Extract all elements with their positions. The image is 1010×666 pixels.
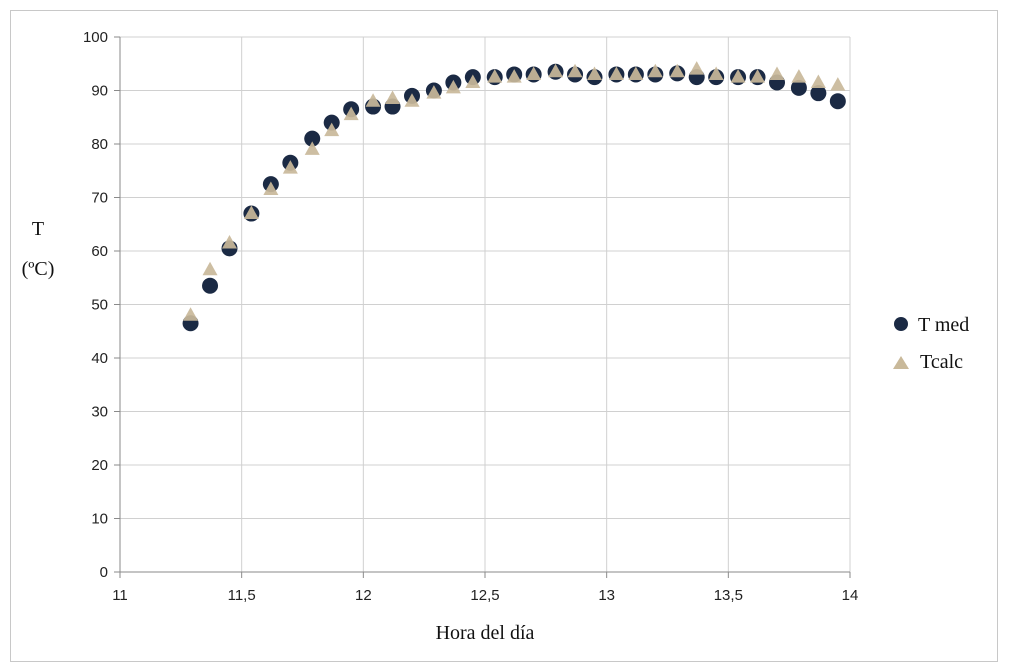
y-tick-label: 40	[91, 350, 108, 367]
data-point-tcalc	[750, 69, 766, 83]
legend-label-t-med: T med	[918, 314, 969, 336]
data-point-tcalc	[385, 90, 401, 105]
data-point-tcalc	[202, 261, 218, 276]
legend-item-t-med: T med	[894, 314, 969, 336]
data-point-tcalc	[548, 63, 564, 78]
data-point-tcalc	[465, 74, 481, 88]
x-tick-label: 13	[598, 587, 615, 604]
data-point-tcalc	[365, 93, 381, 107]
y-tick-label: 100	[83, 29, 108, 46]
legend: T med Tcalc	[893, 314, 969, 373]
axes	[114, 36, 851, 578]
y-tick-label: 60	[91, 243, 108, 260]
x-tick-labels: 11 11,5 12 12,5 13 13,5 14	[112, 587, 858, 604]
y-tick-label: 80	[91, 136, 108, 153]
x-tick-label: 14	[842, 587, 859, 604]
x-axis-title: Hora del día	[436, 622, 535, 644]
data-point-tcalc	[708, 66, 724, 80]
data-point-tcalc	[324, 122, 340, 137]
y-tick-label: 0	[100, 564, 108, 581]
x-tick-label: 13,5	[714, 587, 743, 604]
data-point-tcalc	[487, 69, 503, 83]
data-point-tcalc	[445, 79, 461, 94]
data-point-tcalc	[526, 66, 542, 80]
legend-label-tcalc: Tcalc	[920, 351, 963, 373]
data-point-tcalc	[426, 85, 442, 99]
grid-lines	[119, 36, 851, 573]
data-point-t-med	[202, 277, 219, 294]
legend-item-tcalc: Tcalc	[893, 351, 963, 373]
data-point-tcalc	[263, 181, 279, 195]
data-point-tcalc	[304, 141, 320, 155]
data-point-tcalc	[243, 205, 259, 220]
data-point-t-med	[829, 93, 846, 110]
data-point-tcalc	[343, 106, 359, 121]
y-tick-label: 90	[91, 83, 108, 100]
x-tick-label: 12	[355, 587, 372, 604]
legend-marker-tcalc	[893, 356, 909, 369]
data-point-tcalc	[730, 69, 746, 83]
y-tick-label: 50	[91, 297, 108, 314]
data-point-t-med	[810, 85, 827, 102]
data-point-tcalc	[222, 234, 237, 249]
data-point-tcalc	[282, 160, 298, 174]
data-point-tcalc	[669, 63, 685, 78]
data-point-tcalc	[830, 77, 846, 91]
y-tick-labels: 0 10 20 30 40 50 60 70 80 90 100	[83, 29, 108, 581]
data-point-tcalc	[183, 307, 199, 321]
data-point-tcalc	[647, 63, 663, 78]
x-tick-label: 11	[112, 587, 128, 604]
data-point-tcalc	[791, 69, 807, 83]
chart-frame	[10, 10, 998, 662]
data-point-t-med	[790, 79, 807, 96]
data-point-tcalc	[608, 66, 624, 80]
data-point-tcalc	[567, 63, 583, 78]
y-axis-title-line-2: (ºC)	[22, 258, 55, 280]
x-tick-label: 12,5	[470, 587, 499, 604]
data-point-t-med	[323, 114, 340, 131]
data-point-tcalc	[587, 66, 602, 80]
data-point-tcalc	[769, 66, 785, 80]
y-tick-label: 10	[91, 511, 108, 528]
data-point-tcalc	[689, 61, 705, 75]
data-point-tcalc	[404, 93, 420, 107]
data-point-tcalc	[628, 66, 644, 80]
legend-marker-t-med	[894, 317, 908, 331]
series-tcalc	[183, 61, 846, 321]
data-point-tcalc	[506, 69, 522, 83]
data-point-tcalc	[810, 74, 826, 88]
y-tick-label: 20	[91, 457, 108, 474]
y-axis-title-line-1: T	[32, 218, 44, 240]
x-tick-label: 11,5	[228, 587, 256, 604]
data-point-t-med	[304, 130, 321, 147]
y-tick-label: 30	[91, 404, 108, 421]
y-tick-label: 70	[91, 190, 108, 207]
